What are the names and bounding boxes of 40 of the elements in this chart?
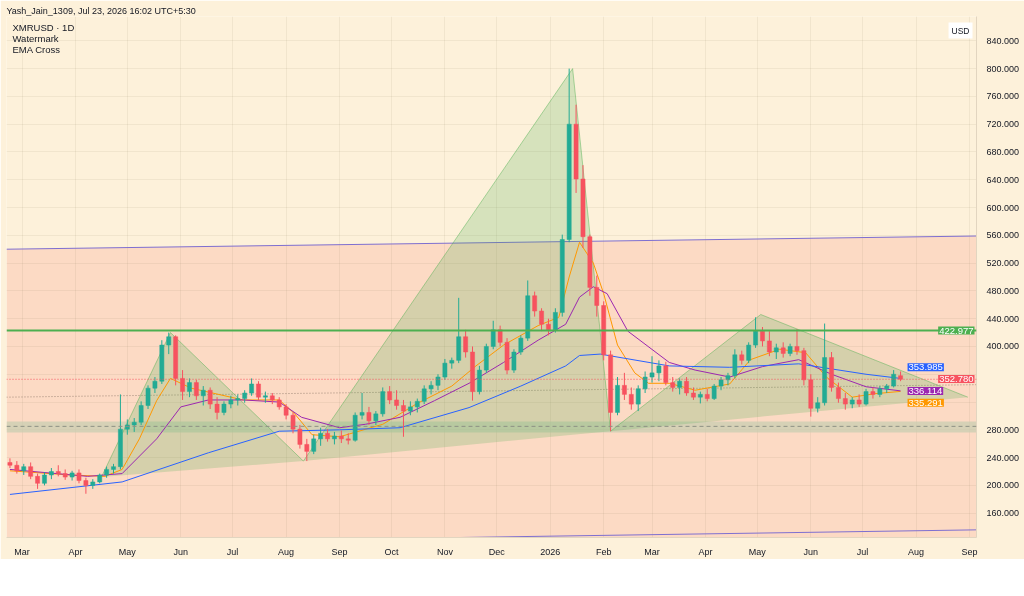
- annotation: Watermark: [12, 32, 59, 44]
- x-tick-label: Dec: [488, 546, 506, 557]
- text: XMRUSD · 1D: [12, 21, 75, 33]
- x-tick-label: Jul: [856, 546, 869, 557]
- x-tick-label: Oct: [384, 546, 399, 557]
- x-tick-label: May: [748, 546, 767, 557]
- text: Yash_Jain_1309, Jul 23, 2026 16:02 UTC+5:30: [6, 5, 196, 16]
- x-tick-label: Apr: [68, 546, 83, 557]
- y-tick-label: 680.000: [986, 146, 1020, 157]
- y-tick-label: 240.000: [986, 452, 1020, 463]
- x-tick-label: Aug: [908, 546, 925, 557]
- x-tick-label: Feb: [595, 546, 612, 557]
- x-tick-label: Jul: [226, 546, 239, 557]
- y-tick-label: 600.000: [986, 202, 1020, 213]
- y-tick-label: 440.000: [986, 313, 1020, 324]
- y-tick-label: 640.000: [986, 174, 1020, 185]
- y-tick-label: 280.000: [986, 424, 1020, 435]
- annotation: EMA Cross: [12, 43, 61, 55]
- y-tick-label: 400.000: [986, 341, 1020, 352]
- x-tick-label: 2026: [540, 546, 561, 557]
- x-tick-label: Aug: [278, 546, 295, 557]
- y-tick-label: 200.000: [986, 480, 1020, 491]
- y-tick-label: 840.000: [986, 35, 1020, 46]
- y-tick-label: 760.000: [986, 91, 1020, 102]
- x-tick-label: Sep: [961, 546, 978, 557]
- x-tick-label: Nov: [436, 546, 454, 557]
- y-tick-label: 480.000: [986, 285, 1020, 296]
- x-tick-label: Mar: [14, 546, 30, 557]
- x-tick-label: Mar: [644, 546, 660, 557]
- x-tick-label: Jun: [803, 546, 819, 557]
- y-tick-label: 520.000: [986, 258, 1020, 269]
- y-tick-label: 560.000: [986, 230, 1020, 241]
- y-axis-title: USD: [951, 25, 970, 36]
- y-tick-label: 800.000: [986, 63, 1020, 74]
- x-tick-label: Jun: [173, 546, 189, 557]
- x-tick-label: May: [118, 546, 137, 557]
- x-tick-label: Apr: [698, 546, 713, 557]
- y-tick-label: 160.000: [986, 508, 1020, 519]
- y-tick-label: 720.000: [986, 119, 1020, 130]
- x-tick-label: Sep: [331, 546, 348, 557]
